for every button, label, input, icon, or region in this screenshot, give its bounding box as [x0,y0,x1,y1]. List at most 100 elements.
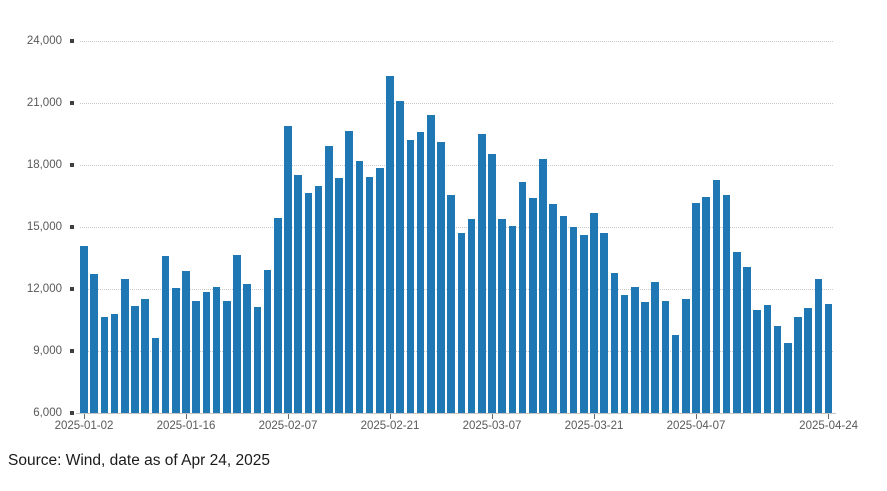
x-tick-label: 2025-02-07 [258,420,318,432]
bar-2025-02-27 [427,115,435,413]
bar-2025-04-21 [794,316,802,413]
x-tick-mark [695,414,697,419]
y-tick-marker-icon [70,225,74,229]
bar-2025-02-06 [274,217,282,413]
bar-2025-01-23 [233,254,241,413]
bar-2025-04-17 [773,326,782,413]
x-axis-line [76,413,836,414]
x-tick-label: 2025-04-24 [799,420,858,432]
x-tick-label: 2025-03-07 [462,420,522,432]
bar-2025-01-08 [121,278,129,413]
bar-2025-03-19 [569,227,578,413]
bar-2025-01-13 [151,337,160,413]
x-tick-mark [828,414,830,419]
bar-2025-01-21 [212,286,221,413]
gridline-21000 [80,103,833,104]
bar-2025-02-24 [396,100,404,413]
x-tick-mark [389,414,391,419]
bar-2025-02-19 [365,177,374,413]
y-tick-label: 12,000 [26,282,62,295]
bar-2025-01-06 [100,316,109,413]
bar-2025-03-07 [488,153,496,413]
y-tick-marker-icon [70,39,74,43]
gridline-15000 [80,227,833,228]
gridline-18000 [80,165,833,166]
y-tick-label: 6,000 [33,406,62,419]
x-tick-label: 2025-02-21 [360,420,420,432]
x-tick-mark [491,414,493,419]
bar-2025-01-02 [80,245,88,413]
bar-2025-02-07 [284,125,292,413]
bar-2025-01-17 [192,301,200,413]
bar-2025-01-16 [182,271,190,413]
y-tick-marker-icon [70,101,74,105]
y-tick-marker-icon [70,163,74,167]
bar-2025-03-27 [631,286,639,413]
bar-2025-02-20 [376,168,384,413]
bar-2025-04-02 [671,334,680,413]
bar-2025-04-18 [784,342,792,413]
bar-2025-01-10 [141,299,149,413]
bar-2025-03-25 [610,272,619,413]
x-tick-mark [83,414,85,419]
x-tick-label: 2025-01-02 [54,420,114,432]
x-tick-mark [185,414,187,419]
bar-2025-01-24 [243,283,251,413]
bar-2025-03-04 [457,233,466,413]
y-tick-label: 15,000 [26,220,62,233]
y-tick-label: 9,000 [33,344,62,357]
source-note: Source: Wind, date as of Apr 24, 2025 [8,452,270,469]
bar-2025-04-15 [753,309,761,413]
bar-2025-01-15 [172,288,180,413]
bar-2025-03-21 [590,212,598,413]
y-tick-label: 21,000 [26,96,62,109]
gridline-24000 [80,41,833,42]
bar-2025-02-13 [325,146,333,413]
bar-2025-02-05 [263,270,272,413]
bar-2025-04-24 [824,303,833,413]
bar-2025-03-24 [600,233,608,413]
bar-2025-04-14 [743,267,751,413]
bar-2025-03-13 [529,198,537,413]
bar-2025-03-06 [478,134,486,413]
bar-2025-02-11 [304,192,313,413]
bar-2025-03-20 [580,235,588,413]
bar-2025-03-28 [641,302,649,413]
bar-2025-04-11 [733,251,741,413]
y-tick-marker-icon [70,349,74,353]
bar-2025-04-10 [722,195,731,413]
bar-2025-04-07 [692,203,700,413]
y-tick-marker-icon [70,287,74,291]
bar-2025-04-08 [702,197,710,413]
bar-2025-02-28 [437,142,445,413]
bar-2025-01-22 [223,301,231,413]
bar-2025-03-05 [467,218,476,413]
bar-2025-04-09 [712,179,721,413]
bar-2025-03-17 [549,204,557,413]
bar-2025-03-26 [620,295,629,413]
y-tick-label: 18,000 [26,158,62,171]
bar-2025-02-12 [314,185,323,413]
bar-2025-03-18 [559,215,568,413]
bar-2025-01-09 [131,305,139,413]
bar-2025-02-17 [345,130,353,413]
bar-2025-02-25 [406,140,415,413]
bar-2025-03-10 [498,218,506,413]
x-tick-label: 2025-04-07 [666,420,726,432]
bar-2025-03-14 [539,158,547,413]
x-tick-mark [287,414,289,419]
bar-2025-04-22 [804,307,812,413]
bar-2025-02-21 [386,76,394,413]
bar-2025-01-20 [202,292,211,413]
y-tick-marker-icon [70,411,74,415]
bar-2025-04-23 [814,278,823,413]
bar-2025-02-18 [355,160,364,413]
bar-2025-03-03 [447,195,455,413]
bar-2025-01-07 [110,313,119,413]
x-tick-mark [593,414,595,419]
bar-2025-03-12 [518,181,527,413]
x-tick-label: 2025-01-16 [156,420,216,432]
bar-2025-02-10 [294,175,302,413]
y-tick-label: 24,000 [26,34,62,47]
bar-2025-02-14 [335,178,343,413]
